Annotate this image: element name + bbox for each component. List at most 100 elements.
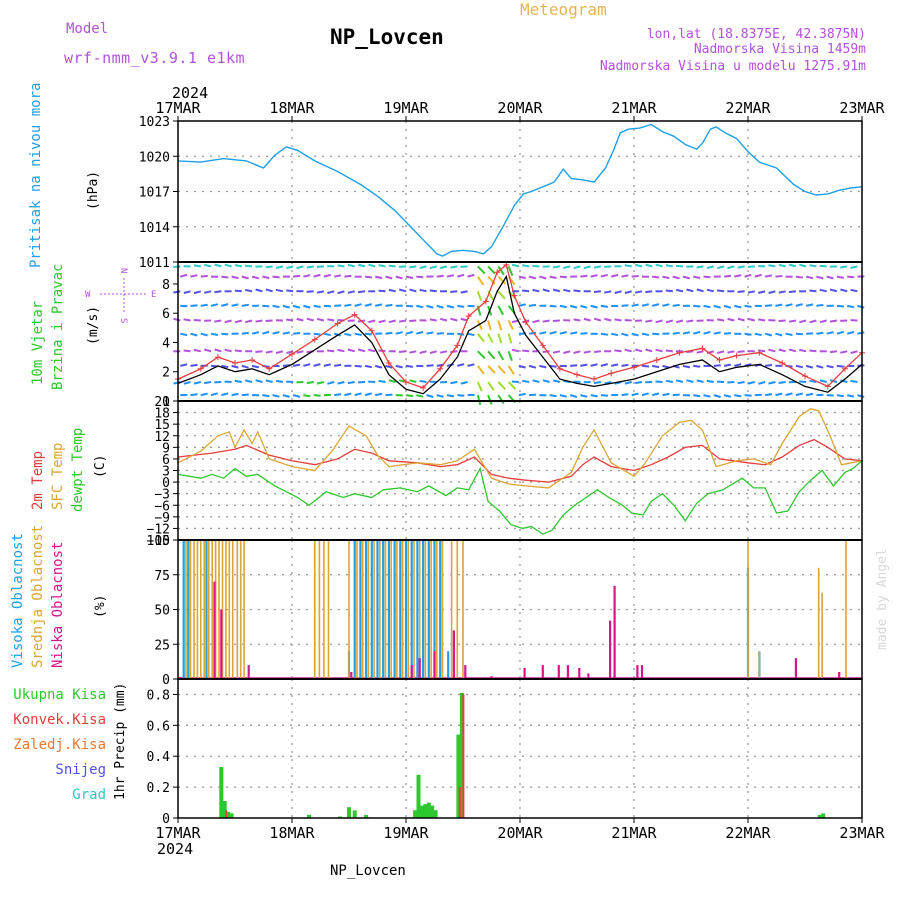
wind-barb: [745, 395, 752, 396]
wind-barb: [221, 304, 228, 306]
wind-barb: [266, 266, 273, 267]
wind-barb: [273, 332, 280, 334]
wind-barb: [779, 350, 786, 352]
wind-barb: [273, 395, 280, 397]
wind-barb: [334, 275, 341, 276]
wind-barb: [191, 334, 198, 336]
wind-barb: [235, 291, 242, 292]
sfc_temp-line: [178, 409, 862, 488]
wind-barb: [724, 276, 731, 277]
wind-barb: [488, 382, 494, 390]
high_cloud-bar: [439, 540, 441, 679]
wind-barb: [611, 364, 618, 366]
wind-barb: [314, 395, 321, 396]
wind-barb: [488, 334, 493, 343]
mid_cloud-bar: [818, 568, 820, 679]
wind-barb: [409, 266, 416, 267]
wind-barb: [450, 291, 457, 292]
gust-marker: [249, 357, 255, 363]
wind-barb: [399, 351, 406, 352]
wind-barb: [368, 265, 375, 267]
wind-barb: [201, 305, 208, 306]
wind-barb: [334, 365, 341, 366]
frozen-precip-label: Zaledj.Kisa: [13, 737, 106, 753]
wind-barb: [225, 321, 232, 323]
wind-barb: [830, 351, 837, 352]
wind-barb: [235, 350, 242, 351]
mid_cloud-bar: [368, 540, 370, 679]
wind-barb: [529, 366, 536, 368]
wind-barb: [447, 395, 454, 396]
wind-barb: [591, 395, 598, 396]
footer-station: NP_Lovcen: [330, 863, 406, 879]
wind-barb: [625, 350, 632, 352]
wind-barb: [765, 275, 772, 276]
wind-barb: [769, 350, 776, 352]
wind-barb: [830, 321, 837, 322]
low_cloud-bar: [838, 672, 840, 679]
wind-barb: [810, 265, 817, 266]
wind-barb: [786, 393, 793, 395]
wind-barb: [533, 321, 540, 323]
wind-barb: [406, 332, 413, 334]
wind-barb: [809, 351, 816, 352]
wind-barb: [461, 291, 468, 292]
wind-barb: [580, 365, 587, 366]
wind-barb: [724, 365, 731, 366]
wind-barb: [262, 395, 269, 396]
wind-barb: [317, 266, 324, 267]
gust-marker: [232, 360, 238, 366]
wind-barb: [816, 277, 823, 279]
low_cloud-bar: [419, 658, 421, 679]
gust-marker: [734, 353, 740, 359]
wind-barb: [184, 382, 191, 384]
wind-barb: [543, 351, 550, 352]
wind-barb: [409, 351, 416, 352]
wind-barb: [652, 366, 659, 367]
total-precip-label: Ukupna Kisa: [13, 687, 106, 703]
wind-barb: [642, 334, 649, 335]
mid_cloud-bar: [845, 540, 847, 679]
mid_cloud-bar: [314, 540, 316, 679]
wind-barb: [379, 265, 386, 266]
wind-barb: [386, 305, 393, 306]
low_cloud-bar: [220, 610, 222, 680]
wind-barb: [437, 395, 444, 397]
wind-barb: [687, 290, 694, 292]
mid_cloud-bar: [203, 540, 205, 679]
high_cloud-bar: [405, 540, 407, 679]
wind-barb: [457, 395, 464, 396]
wind-barb: [574, 290, 581, 291]
wind-barb: [727, 382, 734, 383]
wind-barb: [714, 306, 721, 308]
wind-barb: [622, 365, 629, 366]
wind-barb: [745, 275, 752, 277]
low_cloud-bar: [524, 668, 526, 679]
wind-barb: [683, 332, 690, 334]
wind-barb: [509, 351, 512, 360]
wind-barb: [553, 290, 560, 292]
wind-barb: [221, 277, 228, 278]
wind-barb: [779, 382, 786, 383]
high_cloud-bar: [399, 540, 401, 679]
wind-barb: [851, 381, 858, 382]
wind-barb: [738, 319, 745, 321]
wind-barb: [375, 366, 382, 368]
mid_cloud-bar: [208, 540, 210, 679]
wind-barb: [191, 275, 198, 276]
pressure-tick-label: 1014: [139, 221, 170, 236]
wind-barb: [601, 275, 608, 277]
wind-barb: [283, 332, 290, 333]
wind-barb: [553, 266, 560, 267]
wind-barb: [615, 319, 622, 320]
mid_cloud-bar: [218, 540, 220, 679]
wind-barb: [307, 382, 314, 383]
wind-barb: [194, 320, 201, 321]
wind-barb: [396, 277, 403, 279]
wind-barb: [714, 395, 721, 397]
wind-barb: [283, 395, 290, 397]
wind-barb: [683, 277, 690, 279]
wind-barb: [717, 319, 724, 320]
low_cloud-bar: [464, 665, 466, 679]
wind-barb: [622, 275, 629, 276]
